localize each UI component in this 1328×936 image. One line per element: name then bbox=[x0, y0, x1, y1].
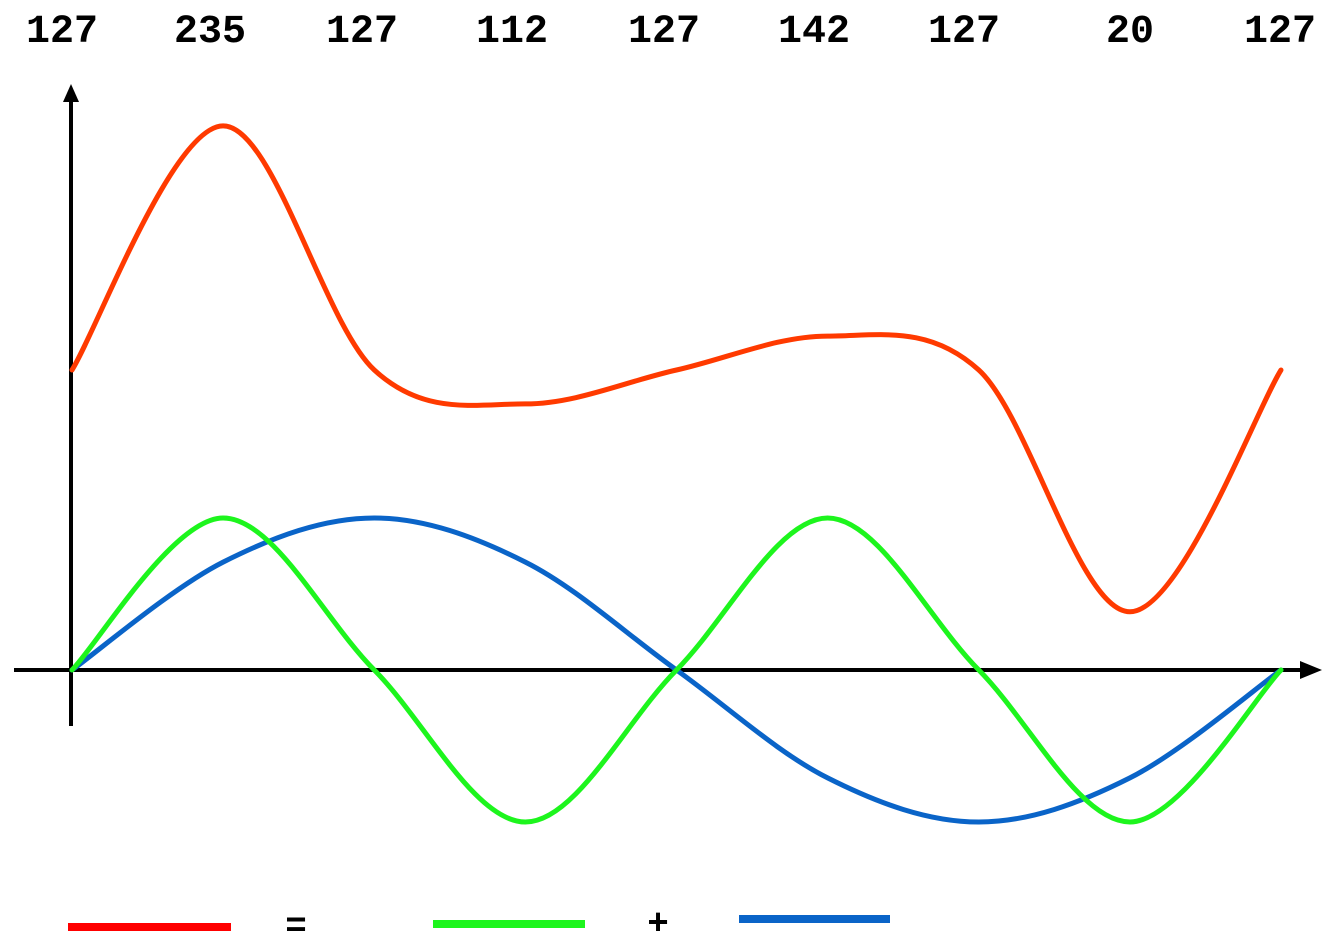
axes bbox=[14, 84, 1322, 726]
top-label-9: 127 bbox=[1244, 10, 1316, 55]
top-label-8: 20 bbox=[1106, 10, 1154, 55]
curves bbox=[69, 123, 1284, 825]
sum-wave-line bbox=[69, 123, 1284, 615]
top-label-2: 235 bbox=[174, 10, 246, 55]
legend-equation: = + bbox=[68, 901, 890, 936]
top-label-7: 127 bbox=[928, 10, 1000, 55]
legend-equals-sign: = bbox=[285, 903, 306, 936]
top-label-3: 127 bbox=[326, 10, 398, 55]
x-axis-arrowhead bbox=[1300, 661, 1322, 679]
top-label-6: 142 bbox=[778, 10, 850, 55]
component-wave-1-line bbox=[69, 515, 1284, 825]
top-label-4: 112 bbox=[476, 10, 548, 55]
legend-plus-sign: + bbox=[647, 901, 668, 936]
y-axis-arrowhead bbox=[63, 84, 79, 102]
top-value-labels: 127 235 127 112 127 142 127 20 127 bbox=[26, 10, 1316, 55]
top-label-1: 127 bbox=[26, 10, 98, 55]
top-label-5: 127 bbox=[628, 10, 700, 55]
